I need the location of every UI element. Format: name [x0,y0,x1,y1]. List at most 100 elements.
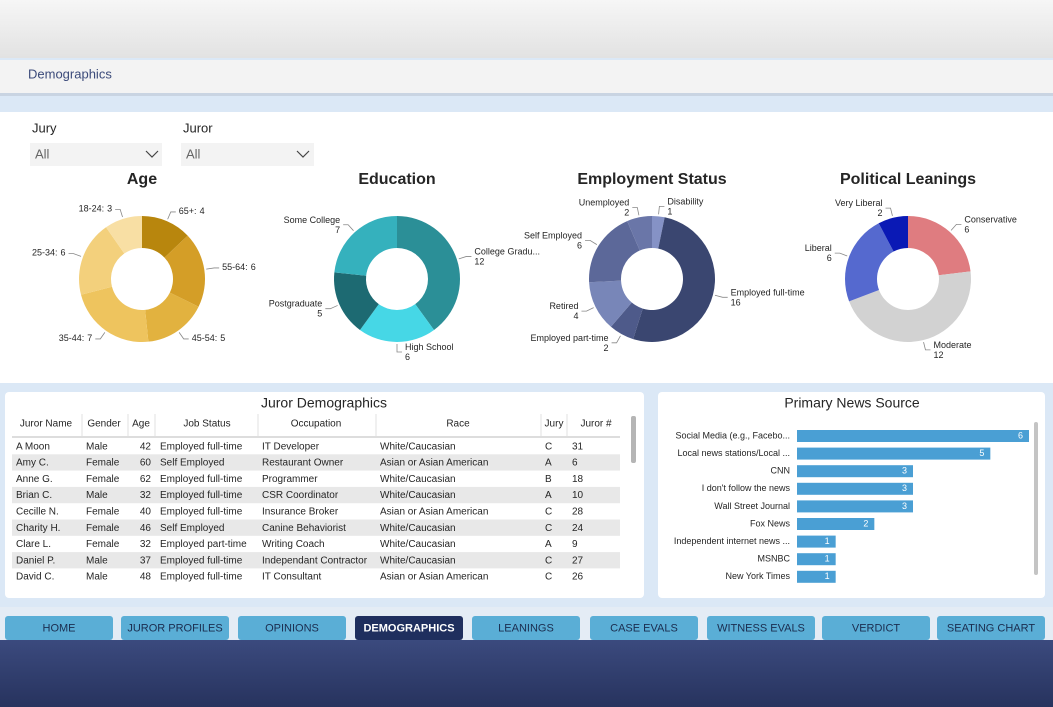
leader-line [611,335,621,344]
cell: White/Caucasian [380,539,456,550]
label-category: High School [405,342,454,352]
news-panel [658,392,1045,598]
chart-title: Primary News Source [784,395,920,411]
label-value: 6 [405,352,410,362]
cell: Employed part-time [160,539,247,550]
category-label: Social Media (e.g., Facebo... [675,430,790,440]
cell: Self Employed [160,458,224,469]
dropdown[interactable] [181,143,314,166]
cell: 26 [572,572,584,583]
data-label: Some College 7 [284,215,341,235]
cell: Daniel P. [16,555,55,566]
leader-line [68,253,82,257]
donut-slice [652,216,665,249]
donut-slice [359,304,435,342]
nav-tab-label[interactable]: JUROR PROFILES [127,622,222,634]
nav-tab-label[interactable]: SEATING CHART [947,622,1035,634]
category-label: Local news stations/Local ... [677,448,790,458]
donut-slice [142,216,188,258]
nav-tab-label[interactable]: HOME [43,622,76,634]
nav-tab[interactable] [590,616,698,640]
leader-line [950,223,962,231]
data-label: Unemployed 2 [579,198,630,218]
scrollbar[interactable] [1034,422,1038,575]
cell: 42 [140,441,152,452]
cell: Restaurant Owner [262,458,344,469]
cell: White/Caucasian [380,555,456,566]
cell: 9 [572,539,578,550]
dropdown-value[interactable]: All [186,146,201,161]
cell: B [545,474,552,485]
cell: Insurance Broker [262,506,339,517]
cell: C [545,523,552,534]
value-label: 6 [1018,430,1023,440]
cell: Charity H. [16,523,60,534]
dropdown[interactable] [30,143,162,166]
nav-tab[interactable] [355,616,463,640]
bar [797,430,1029,442]
cell: IT Consultant [262,572,322,583]
cell: Amy C. [16,458,49,469]
nav-tab-label[interactable]: DEMOGRAPHICS [363,622,454,634]
cell: Female [86,506,120,517]
category-label: Fox News [750,518,791,528]
column-header: Age [132,419,150,430]
data-label: 55-64: 6 [222,262,256,272]
nav-tab[interactable] [822,616,930,640]
column-header: Gender [87,419,121,430]
nav-tab-label[interactable]: LEANINGS [498,622,554,634]
value-label: 1 [825,571,830,581]
label-value: 7 [87,333,92,343]
scrollbar[interactable] [631,416,636,463]
nav-tab-label[interactable]: CASE EVALS [610,622,678,634]
nav-tab[interactable] [121,616,229,640]
value-label: 1 [825,554,830,564]
data-label: College Gradu... 12 [474,247,540,267]
label-category: Some College [284,215,341,225]
cell: 6 [572,458,578,469]
nav-tab[interactable] [472,616,580,640]
page-title: Demographics [28,66,112,81]
row-stripe [12,519,620,536]
data-label: Very Liberal 2 [835,198,883,218]
label-value: 4 [573,312,578,322]
cell: Female [86,523,120,534]
label-category: 55-64: [222,262,248,272]
donut-slice [908,216,971,276]
donut-slice [627,216,652,251]
cell: C [545,441,552,452]
data-label: Self Employed 6 [524,231,582,251]
nav-tab-label[interactable]: WITNESS EVALS [717,622,805,634]
nav-tab-label[interactable]: VERDICT [852,622,901,634]
donut-slice [845,223,894,302]
value-label: 3 [902,501,907,511]
cell: Independant Contractor [262,555,368,566]
nav-tab[interactable] [238,616,346,640]
label-category: Conservative [964,215,1017,225]
label-category: Retired [549,302,578,312]
cell: Brian C. [16,490,52,501]
donut-slice [397,216,460,330]
dropdown-value[interactable]: All [35,146,50,161]
cell: Canine Behaviorist [262,523,346,534]
cell: 32 [140,539,152,550]
nav-tab[interactable] [707,616,815,640]
cell: 10 [572,490,584,501]
nav-tab-label[interactable]: OPINIONS [265,622,319,634]
label-category: 18-24: [79,204,105,214]
nav-tab[interactable] [5,616,113,640]
label-category: 65+: [179,206,197,216]
donut-slice [334,272,379,330]
filter-label: Jury [32,120,57,135]
donut-slice [849,271,971,342]
cell: Employed full-time [160,572,243,583]
table-title: Juror Demographics [261,395,387,411]
label-category: Very Liberal [835,198,883,208]
data-label: 45-54: 5 [192,333,226,343]
label-value: 1 [667,207,672,217]
nav-tab[interactable] [937,616,1045,640]
label-value: 5 [220,333,225,343]
value-label: 3 [902,483,907,493]
cell: Female [86,458,120,469]
